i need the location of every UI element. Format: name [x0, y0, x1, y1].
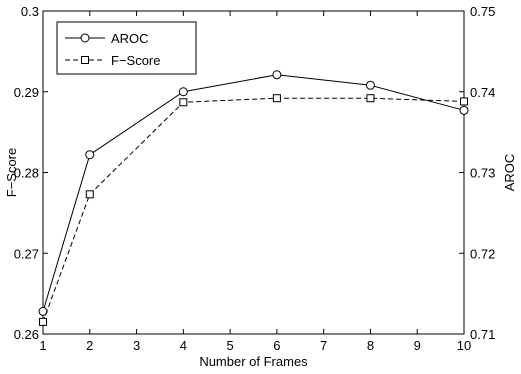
x-tick-label: 6	[273, 338, 280, 353]
data-point-square	[179, 98, 188, 107]
data-point-square	[272, 94, 281, 103]
x-tick-label: 10	[457, 338, 471, 353]
right-y-axis-title: AROC	[502, 154, 517, 192]
legend-label: F−Score	[111, 53, 161, 68]
x-tick-label: 3	[133, 338, 140, 353]
legend: AROC F−Score	[56, 21, 197, 75]
legend-box	[56, 21, 197, 75]
legend-marker-circle	[80, 33, 90, 43]
y-right-tick-label: 0.75	[470, 4, 495, 19]
x-tick-label: 7	[320, 338, 327, 353]
data-point-square	[366, 94, 375, 103]
series-aroc	[38, 70, 469, 316]
y-right-tick-label: 0.71	[470, 327, 495, 342]
series-line	[42, 74, 465, 312]
y-left-tick-label: 0.26	[14, 327, 39, 342]
x-axis-title: Number of Frames	[199, 354, 308, 369]
data-point-square	[460, 97, 468, 106]
y-left-tick-label: 0.27	[14, 246, 39, 261]
legend-label: AROC	[111, 31, 149, 46]
y-left-tick-label: 0.3	[21, 4, 39, 19]
series-f-score	[39, 94, 468, 326]
data-point-circle	[459, 105, 469, 115]
x-tick-label: 5	[226, 338, 233, 353]
x-tick-label: 2	[86, 338, 93, 353]
x-tick-label: 8	[367, 338, 374, 353]
data-point-circle	[272, 70, 282, 80]
x-tick-label: 9	[414, 338, 421, 353]
data-point-circle	[178, 87, 188, 97]
data-point-circle	[85, 150, 95, 160]
data-point-circle	[365, 80, 375, 90]
axis-ticks: 1 2 3 4 5 6 7 8 9 10 0.26 0.27 0.28 0.29 0.3 0.71 0.72 0.…	[14, 4, 496, 353]
y-right-tick-label: 0.72	[470, 246, 495, 261]
y-right-tick-label: 0.73	[470, 166, 495, 181]
y-right-tick-label: 0.74	[470, 85, 495, 100]
x-tick-label: 1	[39, 338, 46, 353]
series-layer	[38, 70, 469, 326]
y-left-tick-label: 0.29	[14, 85, 39, 100]
data-point-square	[85, 190, 94, 199]
series-line	[42, 97, 465, 323]
legend-marker-square	[81, 56, 89, 64]
left-y-axis-title: F−Score	[4, 148, 19, 198]
x-tick-label: 4	[180, 338, 187, 353]
y-left-tick-label: 0.28	[14, 166, 39, 181]
data-point-square	[39, 317, 47, 326]
